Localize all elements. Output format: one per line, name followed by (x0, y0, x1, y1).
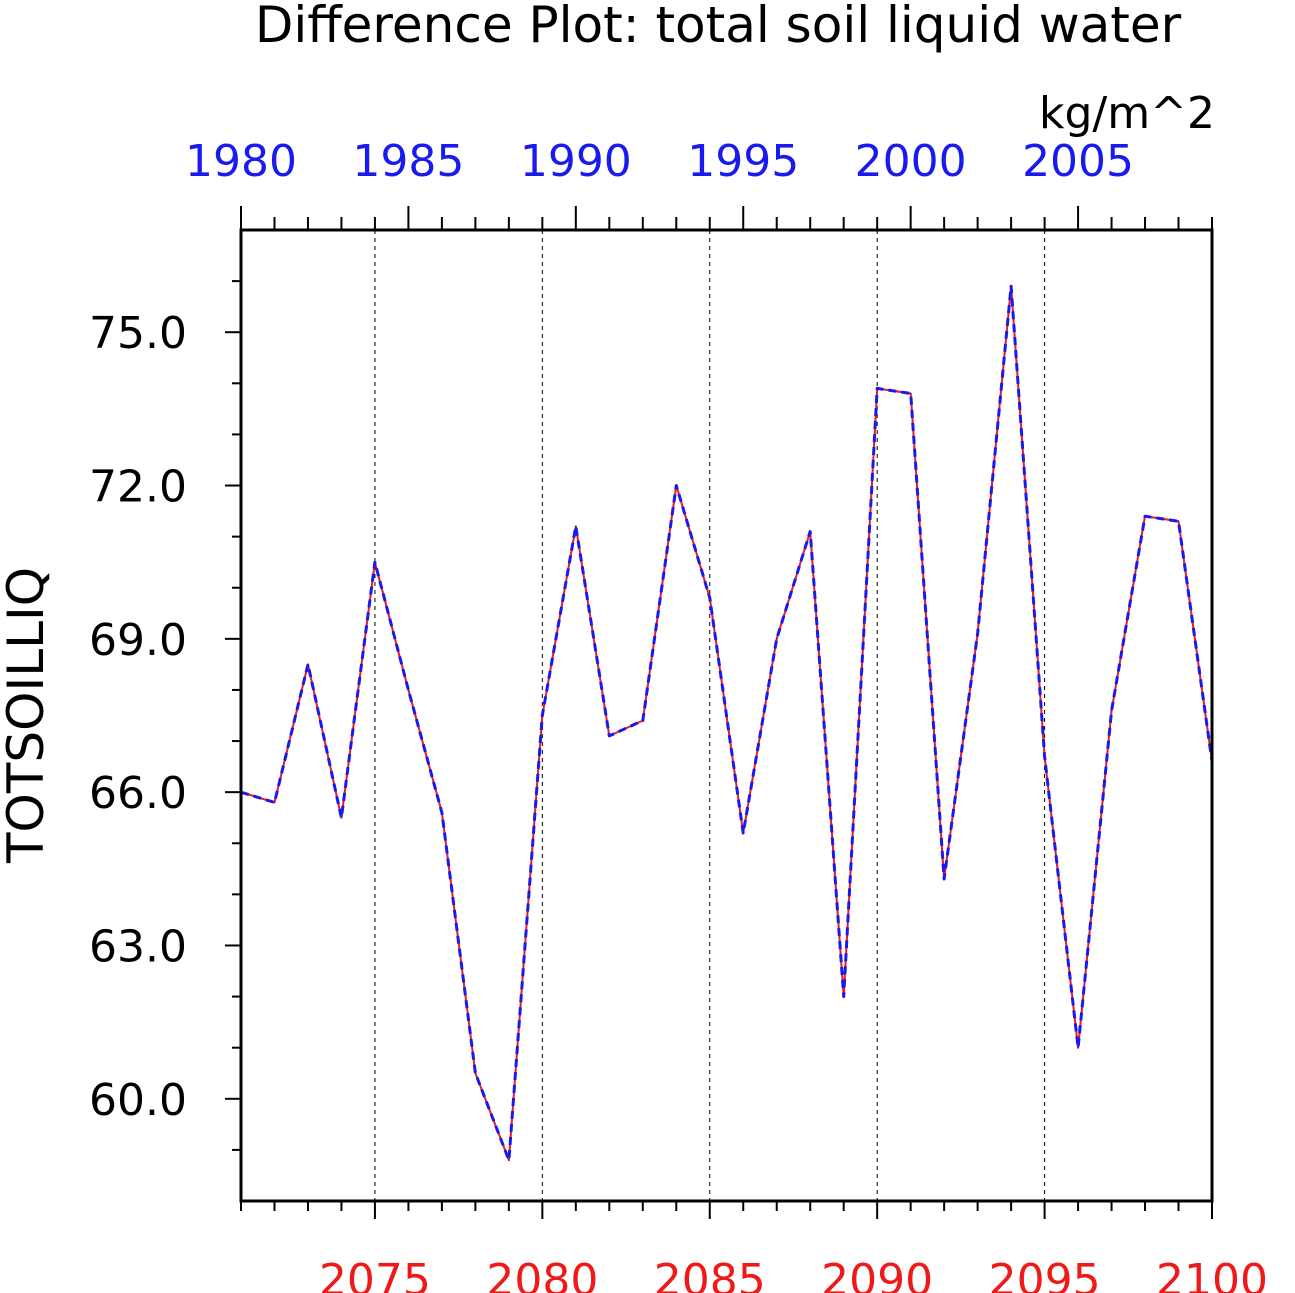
series-2-point-27 (1144, 515, 1146, 517)
series-2-point-9 (541, 714, 544, 717)
series-2-point-20 (909, 392, 912, 395)
gridlines (374, 230, 1046, 1201)
y-tick-label-72.0: 72.0 (89, 462, 187, 513)
x-bottom-label-2095: 2095 (989, 1255, 1101, 1293)
x-bottom-label-2100: 2100 (1156, 1255, 1268, 1293)
y-tick-label-69.0: 69.0 (89, 615, 187, 666)
series-2-point-4 (374, 561, 376, 563)
series-2-point-8 (508, 1159, 510, 1161)
series-2-point-21 (943, 878, 945, 880)
y-tick-label-63.0: 63.0 (89, 921, 187, 972)
series-2-point-12 (641, 719, 644, 722)
series-2-point-1 (273, 801, 276, 804)
tick-labels: 60.0 63.0 66.0 69.0 72.0 75.0 2075 2080 2085 2090… (89, 136, 1268, 1293)
series-2-point-6 (441, 811, 443, 814)
x-bottom-label-2080: 2080 (486, 1255, 598, 1293)
series-2-point-22 (976, 632, 979, 635)
series-2-point-11 (608, 735, 611, 737)
x-top-label-2005: 2005 (1022, 136, 1134, 187)
x-top-label-1990: 1990 (520, 136, 632, 187)
series-2-point-14 (708, 597, 711, 599)
x-bottom-label-2090: 2090 (821, 1255, 933, 1293)
series-2-point-7 (474, 1072, 477, 1075)
y-tick-label-60.0: 60.0 (89, 1075, 187, 1126)
x-top-label-1985: 1985 (352, 136, 464, 187)
series-2-point-19 (876, 387, 878, 390)
units-label: kg/m^2 (1039, 88, 1215, 139)
series-2-point-16 (775, 638, 778, 640)
series-layer (240, 284, 1214, 1162)
x-top-label-2000: 2000 (855, 136, 967, 187)
series-2-point-10 (575, 525, 577, 528)
series-2-point-23 (1010, 285, 1012, 288)
series-line-2 (240, 284, 1214, 1162)
series-2-point-25 (1077, 1046, 1079, 1049)
series-2-point-5 (407, 689, 410, 691)
x-bottom-label-2075: 2075 (319, 1255, 431, 1293)
chart-title: Difference Plot: total soil liquid water (255, 0, 1182, 54)
y-axis-label: TOTSOILLIQ (0, 567, 55, 864)
series-2-point-13 (675, 484, 678, 487)
axes (225, 206, 1214, 1219)
x-top-label-1980: 1980 (185, 136, 297, 187)
plot-frame (239, 228, 1214, 1203)
series-2-point-2 (307, 663, 309, 666)
series-2-point-24 (1043, 755, 1046, 758)
x-top-label-1995: 1995 (687, 136, 799, 187)
series-2-point-15 (742, 832, 745, 834)
y-tick-label-75.0: 75.0 (89, 308, 187, 359)
series-2-point-28 (1177, 520, 1180, 523)
x-bottom-label-2085: 2085 (654, 1255, 766, 1293)
series-2-point-17 (809, 530, 812, 533)
series-2-point-18 (842, 995, 845, 998)
series-2-point-3 (340, 816, 343, 819)
y-tick-label-66.0: 66.0 (89, 768, 187, 819)
series-2-point-26 (1110, 709, 1113, 712)
